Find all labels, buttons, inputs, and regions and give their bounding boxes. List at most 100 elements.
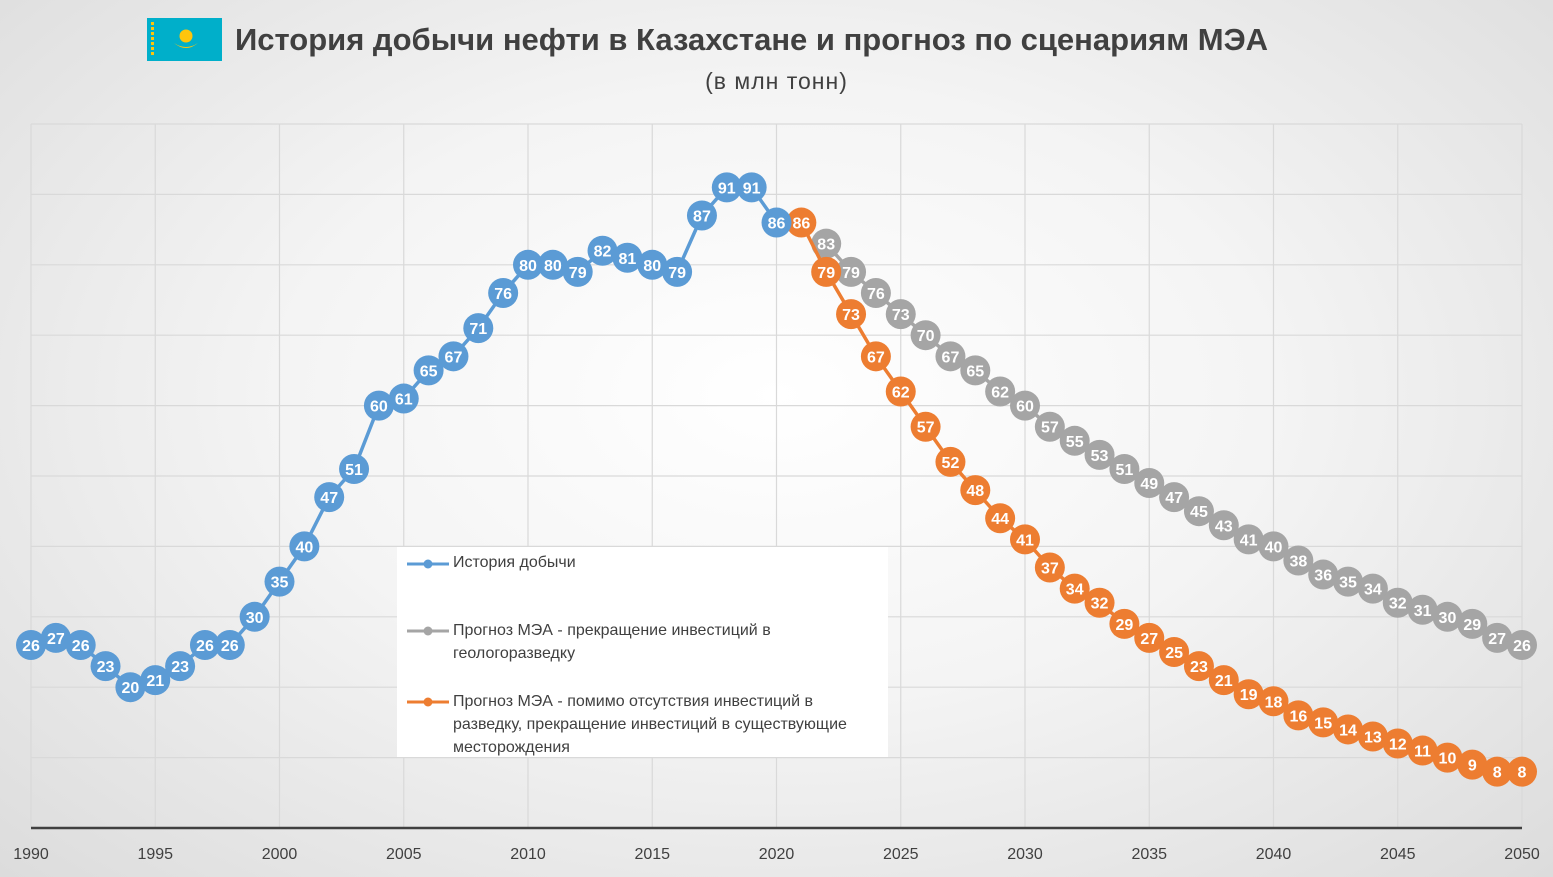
data-point-no-investment[interactable]	[885, 376, 916, 407]
data-point-no-exploration[interactable]	[985, 376, 1016, 407]
data-point-no-investment[interactable]	[1258, 686, 1289, 717]
data-point-no-exploration[interactable]	[1357, 573, 1388, 604]
data-point-no-investment[interactable]	[1457, 749, 1488, 780]
data-point-no-investment[interactable]	[1034, 552, 1065, 583]
data-point-history[interactable]	[239, 601, 270, 632]
data-point-no-investment[interactable]	[910, 411, 941, 442]
data-point-no-exploration[interactable]	[1034, 411, 1065, 442]
data-point-history[interactable]	[165, 651, 196, 682]
data-point-no-exploration[interactable]	[836, 256, 867, 287]
data-point-no-investment[interactable]	[1233, 679, 1264, 710]
data-label-no-investment: 15	[1314, 715, 1332, 732]
data-point-no-investment[interactable]	[860, 341, 891, 372]
data-point-no-exploration[interactable]	[811, 228, 842, 259]
data-point-no-investment[interactable]	[811, 256, 842, 287]
data-point-history[interactable]	[388, 383, 419, 414]
data-point-no-exploration[interactable]	[1183, 496, 1214, 527]
data-point-no-investment[interactable]	[1283, 700, 1314, 731]
data-point-no-investment[interactable]	[1333, 714, 1364, 745]
data-point-no-investment[interactable]	[1183, 651, 1214, 682]
data-point-history[interactable]	[761, 207, 792, 238]
data-point-history[interactable]	[463, 313, 494, 344]
data-point-no-investment[interactable]	[1109, 608, 1140, 639]
data-point-no-exploration[interactable]	[1333, 566, 1364, 597]
data-point-no-investment[interactable]	[1208, 665, 1239, 696]
data-point-no-exploration[interactable]	[1109, 453, 1140, 484]
data-point-history[interactable]	[513, 249, 543, 280]
data-label-history: 91	[743, 180, 761, 197]
data-point-history[interactable]	[736, 172, 767, 203]
data-point-history[interactable]	[115, 672, 146, 703]
data-point-no-investment[interactable]	[1407, 735, 1438, 766]
data-point-history[interactable]	[264, 566, 295, 597]
data-point-no-exploration[interactable]	[1208, 510, 1239, 541]
data-point-no-exploration[interactable]	[1382, 587, 1413, 618]
data-point-history[interactable]	[711, 172, 742, 203]
data-point-no-investment[interactable]	[985, 503, 1016, 534]
data-point-no-exploration[interactable]	[1507, 629, 1537, 660]
data-point-history[interactable]	[438, 341, 469, 372]
data-point-history[interactable]	[537, 249, 568, 280]
data-point-no-investment[interactable]	[1159, 637, 1190, 667]
data-point-no-investment[interactable]	[1382, 728, 1413, 759]
data-point-history[interactable]	[65, 629, 96, 660]
data-point-no-exploration[interactable]	[1010, 390, 1040, 421]
data-point-no-exploration[interactable]	[1159, 482, 1190, 513]
data-point-no-exploration[interactable]	[1457, 608, 1488, 639]
data-point-no-investment[interactable]	[1308, 707, 1339, 738]
data-point-history[interactable]	[189, 629, 220, 660]
legend: История добычи Прогноз МЭА - прекращение…	[397, 547, 888, 757]
data-point-no-exploration[interactable]	[1308, 559, 1339, 590]
data-point-no-exploration[interactable]	[935, 341, 966, 372]
data-point-no-investment[interactable]	[1357, 721, 1388, 752]
data-point-no-exploration[interactable]	[860, 277, 891, 308]
data-point-no-investment[interactable]	[1432, 742, 1463, 773]
legend-marker-no-exploration	[407, 626, 449, 636]
data-point-history[interactable]	[339, 453, 370, 484]
data-point-history[interactable]	[413, 355, 444, 386]
data-point-no-exploration[interactable]	[960, 355, 991, 386]
data-point-no-investment[interactable]	[1134, 622, 1165, 653]
data-label-no-investment: 57	[917, 420, 935, 437]
data-point-history[interactable]	[140, 665, 171, 696]
data-point-no-exploration[interactable]	[1134, 468, 1165, 499]
x-tick-label: 2015	[634, 846, 670, 863]
data-point-history[interactable]	[637, 249, 668, 280]
data-point-no-investment[interactable]	[1084, 587, 1115, 618]
data-point-no-investment[interactable]	[1507, 756, 1537, 787]
data-point-no-exploration[interactable]	[1084, 439, 1115, 470]
data-point-no-exploration[interactable]	[910, 320, 941, 351]
data-point-history[interactable]	[612, 242, 643, 273]
data-point-no-exploration[interactable]	[1233, 524, 1264, 555]
data-point-no-investment[interactable]	[1010, 524, 1040, 555]
data-point-history[interactable]	[90, 651, 121, 682]
data-point-history[interactable]	[587, 235, 618, 266]
data-point-no-exploration[interactable]	[1283, 545, 1314, 576]
kazakhstan-flag-icon	[147, 18, 222, 61]
data-point-history[interactable]	[289, 531, 320, 562]
data-label-history: 79	[668, 265, 686, 282]
data-point-no-investment[interactable]	[935, 446, 966, 477]
data-point-history[interactable]	[662, 256, 693, 287]
data-point-no-exploration[interactable]	[1482, 622, 1513, 653]
data-point-no-investment[interactable]	[1059, 573, 1090, 604]
data-point-no-exploration[interactable]	[1059, 425, 1090, 456]
data-label-no-investment: 18	[1265, 694, 1283, 711]
data-point-no-exploration[interactable]	[885, 299, 916, 330]
data-point-history[interactable]	[488, 277, 519, 308]
data-point-no-investment[interactable]	[960, 475, 991, 506]
data-point-history[interactable]	[562, 256, 593, 287]
data-point-history[interactable]	[314, 482, 345, 513]
data-point-no-exploration[interactable]	[1432, 601, 1463, 632]
data-point-no-investment[interactable]	[1482, 756, 1513, 787]
data-point-history[interactable]	[16, 629, 46, 660]
data-point-history[interactable]	[363, 390, 394, 421]
data-point-no-exploration[interactable]	[1407, 594, 1438, 625]
data-point-history[interactable]	[686, 200, 717, 231]
data-point-no-investment[interactable]	[836, 299, 867, 330]
data-point-no-investment[interactable]	[786, 207, 817, 238]
data-point-no-exploration[interactable]	[1258, 531, 1289, 562]
data-point-history[interactable]	[40, 622, 71, 653]
data-label-history: 26	[196, 638, 214, 655]
data-point-history[interactable]	[214, 629, 245, 660]
